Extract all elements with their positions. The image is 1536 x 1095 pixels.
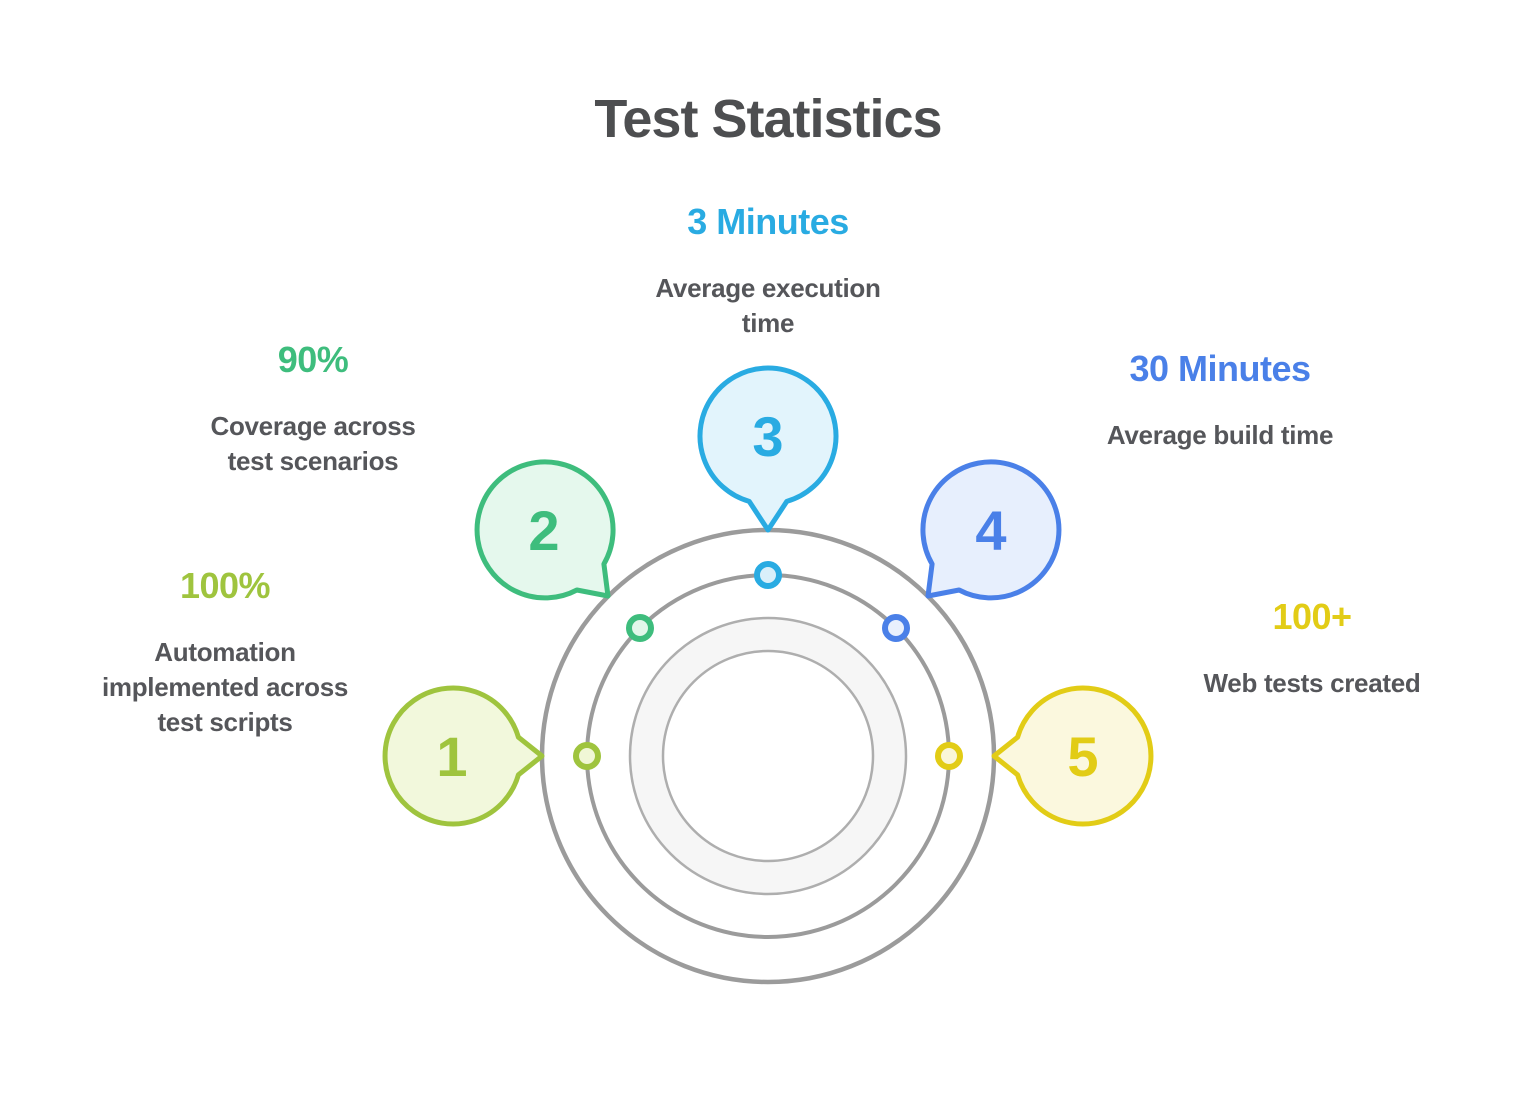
stat-block-automation: 100% Automation implemented across test …	[65, 567, 385, 740]
bubble-1	[382, 685, 545, 827]
dot-5	[935, 742, 963, 770]
dot-1	[573, 742, 601, 770]
dot-2	[626, 614, 654, 642]
stat-value: 3 Minutes	[687, 201, 849, 242]
bubble-1-number: 1	[436, 725, 467, 788]
outer-ring	[539, 527, 997, 985]
bubble-3-number: 3	[752, 405, 783, 468]
stat-value: 100%	[179, 565, 271, 606]
bubble-4	[920, 459, 1062, 601]
bubble-2	[474, 459, 616, 601]
stat-label: Automation implemented across test scrip…	[101, 637, 349, 737]
bubble-3	[697, 365, 839, 533]
donut-outer-edge	[628, 616, 908, 896]
dot-3	[754, 561, 782, 589]
stat-block-coverage: 90% Coverage across test scenarios	[153, 341, 473, 479]
dot-4	[882, 614, 910, 642]
stat-value: 30 Minutes	[1129, 348, 1311, 389]
stat-value: 100+	[1272, 596, 1352, 637]
stat-label: Average execution time	[655, 273, 881, 338]
stat-value: 90%	[277, 339, 349, 380]
stat-label: Average build time	[1106, 420, 1334, 450]
stat-block-build-time: 30 Minutes Average build time	[1060, 350, 1380, 453]
bubble-5	[991, 685, 1154, 827]
bubble-4-number: 4	[975, 499, 1006, 562]
orbit-dots	[573, 561, 963, 770]
center-donut	[628, 616, 908, 896]
page-title: Test Statistics	[594, 89, 942, 149]
stat-label: Coverage across test scenarios	[210, 411, 416, 476]
stat-label: Web tests created	[1203, 668, 1421, 698]
step-bubbles: 1 2 3 4 5	[382, 365, 1154, 827]
donut-band	[630, 618, 906, 894]
stat-block-execution-time: 3 Minutes Average execution time	[608, 203, 928, 341]
orbit-rings	[539, 527, 997, 985]
donut-inner-edge	[661, 649, 875, 863]
bubble-2-number: 2	[528, 499, 559, 562]
stat-block-web-tests: 100+ Web tests created	[1152, 598, 1472, 701]
bubble-5-number: 5	[1067, 725, 1098, 788]
